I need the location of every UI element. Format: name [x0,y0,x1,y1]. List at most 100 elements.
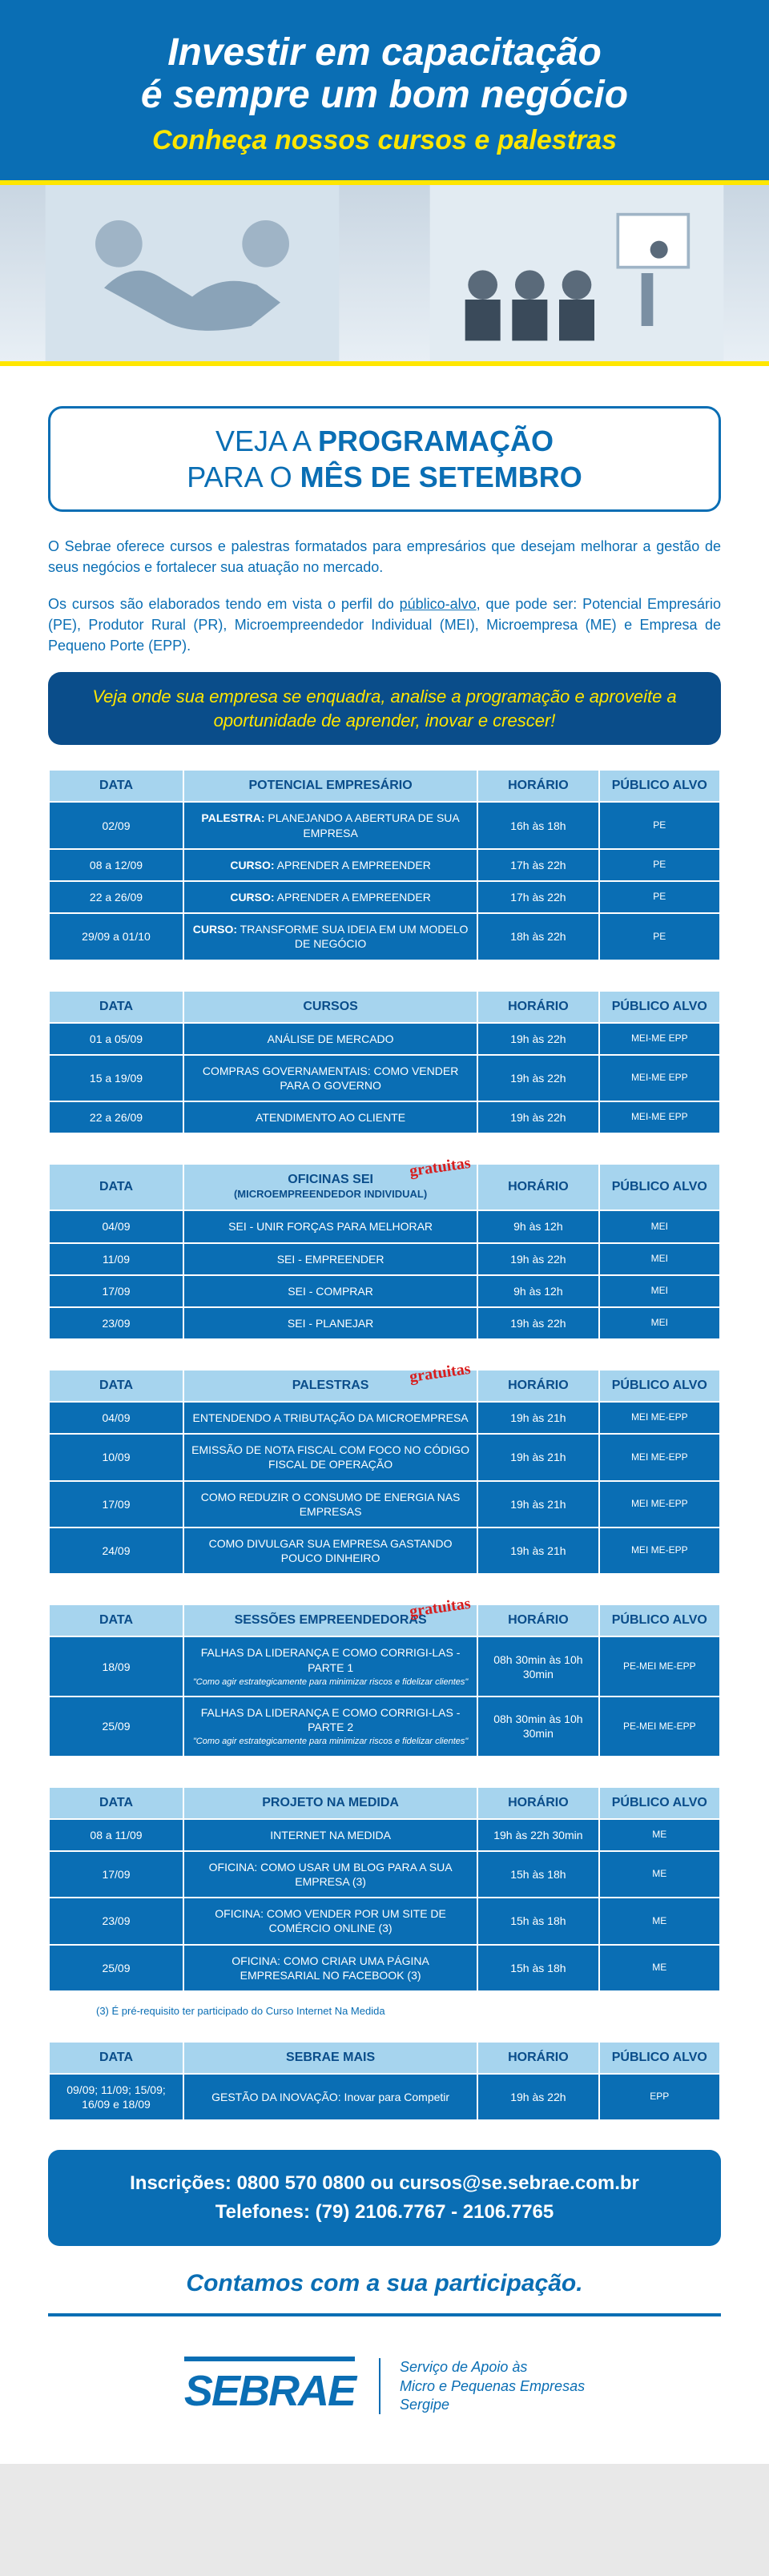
gratis-stamp: gratuitas [408,1360,471,1387]
cell-data: 22 a 26/09 [50,1102,183,1133]
schedule-table: DATAPROJETO NA MEDIDAHORÁRIOPÚBLICO ALVO… [48,1786,721,1992]
cell-horario: 19h às 21h [478,1403,598,1433]
table-row: 25/09OFICINA: COMO CRIAR UMA PÁGINA EMPR… [50,1946,719,1990]
cell-publico: MEI [600,1244,719,1274]
cell-publico: PE-MEI ME-EPP [600,1637,719,1696]
cell-publico: MEI [600,1211,719,1242]
cell-desc: SEI - COMPRAR [184,1276,477,1306]
cell-data: 08 a 12/09 [50,850,183,880]
cell-data: 22 a 26/09 [50,882,183,912]
col-header-horario: HORÁRIO [478,771,598,801]
cell-horario: 9h às 12h [478,1211,598,1242]
cell-publico: MEI ME-EPP [600,1482,719,1527]
sebrae-logo: SEBRAE [184,2357,355,2416]
table-row: 17/09OFICINA: COMO USAR UM BLOG PARA A S… [50,1852,719,1897]
cell-desc: FALHAS DA LIDERANÇA E COMO CORRIGI-LAS -… [184,1637,477,1696]
col-header-publico: PÚBLICO ALVO [600,1165,719,1210]
col-header-horario: HORÁRIO [478,2043,598,2073]
table-row: 10/09EMISSÃO DE NOTA FISCAL COM FOCO NO … [50,1435,719,1479]
cell-publico: ME [600,1898,719,1943]
col-header-horario: HORÁRIO [478,1165,598,1210]
section-title-l2-thin: PARA O [187,461,300,493]
cell-desc: COMPRAS GOVERNAMENTAIS: COMO VENDER PARA… [184,1056,477,1101]
footer-text: Serviço de Apoio às Micro e Pequenas Emp… [379,2358,585,2414]
cell-data: 23/09 [50,1308,183,1338]
cell-data: 09/09; 11/09; 15/09; 16/09 e 18/09 [50,2075,183,2119]
cell-data: 04/09 [50,1211,183,1242]
table-row: 08 a 11/09INTERNET NA MEDIDA19h às 22h 3… [50,1820,719,1850]
col-header-horario: HORÁRIO [478,1788,598,1818]
footer-text-l3: Sergipe [400,2396,585,2414]
footer: SEBRAE Serviço de Apoio às Micro e Peque… [0,2341,769,2464]
cell-horario: 16h às 18h [478,803,598,847]
cell-publico: PE [600,914,719,959]
table-row: 09/09; 11/09; 15/09; 16/09 e 18/09GESTÃO… [50,2075,719,2119]
cell-desc: ATENDIMENTO AO CLIENTE [184,1102,477,1133]
cell-horario: 19h às 22h [478,2075,598,2119]
cell-desc: CURSO: APRENDER A EMPREENDER [184,850,477,880]
col-header-main: CURSOS [184,992,477,1022]
cell-desc: SEI - EMPREENDER [184,1244,477,1274]
cell-publico: PE [600,850,719,880]
schedule-table: DATASESSÕES EMPREENDEDORASgratuitasHORÁR… [48,1604,721,1757]
cell-publico: MEI [600,1308,719,1338]
section-title-l2-bold: MÊS DE SETEMBRO [300,461,582,493]
gratis-stamp: gratuitas [408,1154,471,1181]
table-row: 08 a 12/09CURSO: APRENDER A EMPREENDER17… [50,850,719,880]
table-footnote: (3) É pré-requisito ter participado do C… [96,2005,673,2017]
cell-horario: 17h às 22h [478,850,598,880]
cell-data: 04/09 [50,1403,183,1433]
header-title-l1: Investir em capacitação [40,32,729,74]
cell-desc: OFICINA: COMO CRIAR UMA PÁGINA EMPRESARI… [184,1946,477,1990]
cell-horario: 19h às 21h [478,1482,598,1527]
col-header-publico: PÚBLICO ALVO [600,771,719,801]
col-header-horario: HORÁRIO [478,1605,598,1636]
cell-publico: ME [600,1852,719,1897]
cell-desc: OFICINA: COMO VENDER POR UM SITE DE COMÉ… [184,1898,477,1943]
col-header-publico: PÚBLICO ALVO [600,1371,719,1401]
cell-data: 17/09 [50,1852,183,1897]
header: Investir em capacitação é sempre um bom … [0,0,769,180]
schedule-table: DATAPALESTRASgratuitasHORÁRIOPÚBLICO ALV… [48,1369,721,1575]
intro-p2a: Os cursos são elaborados tendo em vista … [48,596,400,612]
tables-wrap: DATAPOTENCIAL EMPRESÁRIOHORÁRIOPÚBLICO A… [48,769,721,2121]
col-header-data: DATA [50,2043,183,2073]
header-title-l2: é sempre um bom negócio [40,74,729,117]
col-header-data: DATA [50,1165,183,1210]
col-header-data: DATA [50,1605,183,1636]
table-row: 17/09SEI - COMPRAR9h às 12hMEI [50,1276,719,1306]
col-header-main: PALESTRASgratuitas [184,1371,477,1401]
cell-publico: MEI [600,1276,719,1306]
table-row: 17/09COMO REDUZIR O CONSUMO DE ENERGIA N… [50,1482,719,1527]
table-row: 22 a 26/09ATENDIMENTO AO CLIENTE19h às 2… [50,1102,719,1133]
col-header-publico: PÚBLICO ALVO [600,1788,719,1818]
footer-text-l1: Serviço de Apoio às [400,2358,585,2377]
header-subtitle: Conheça nossos cursos e palestras [40,125,729,156]
col-header-data: DATA [50,771,183,801]
cell-publico: ME [600,1946,719,1990]
cell-data: 15 a 19/09 [50,1056,183,1101]
table-row: 01 a 05/09ANÁLISE DE MERCADO19h às 22hME… [50,1024,719,1054]
col-header-data: DATA [50,1371,183,1401]
photo-seminar [384,185,769,361]
cell-publico: MEI-ME EPP [600,1102,719,1133]
col-header-main: POTENCIAL EMPRESÁRIO [184,771,477,801]
contact-l1: Inscrições: 0800 570 0800 ou cursos@se.s… [80,2169,689,2198]
contact-l2: Telefones: (79) 2106.7767 - 2106.7765 [80,2198,689,2227]
table-row: 24/09COMO DIVULGAR SUA EMPRESA GASTANDO … [50,1528,719,1573]
col-header-horario: HORÁRIO [478,1371,598,1401]
schedule-table: DATAPOTENCIAL EMPRESÁRIOHORÁRIOPÚBLICO A… [48,769,721,960]
col-header-data: DATA [50,992,183,1022]
cell-data: 29/09 a 01/10 [50,914,183,959]
table-row: 02/09PALESTRA: PLANEJANDO A ABERTURA DE … [50,803,719,847]
cell-publico: MEI ME-EPP [600,1403,719,1433]
cell-horario: 19h às 22h [478,1024,598,1054]
table-row: 11/09SEI - EMPREENDER19h às 22hMEI [50,1244,719,1274]
cell-publico: MEI-ME EPP [600,1024,719,1054]
cell-publico: EPP [600,2075,719,2119]
photo-handshake [0,185,384,361]
cell-publico: ME [600,1820,719,1850]
cell-data: 02/09 [50,803,183,847]
cell-horario: 19h às 22h [478,1244,598,1274]
cell-publico: PE-MEI ME-EPP [600,1697,719,1756]
